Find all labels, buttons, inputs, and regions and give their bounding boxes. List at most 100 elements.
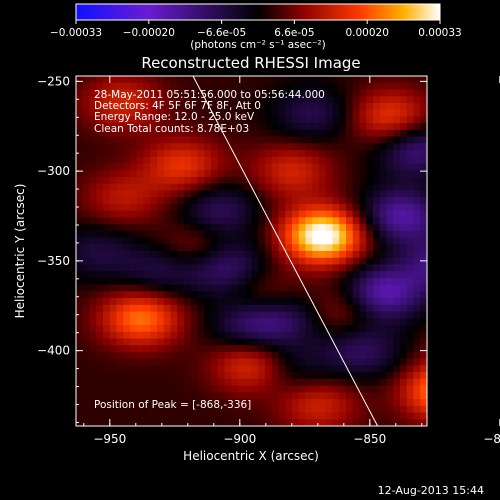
- heatmap-cell: [386, 298, 394, 306]
- heatmap-cell: [265, 136, 273, 144]
- heatmap-cell: [76, 156, 84, 165]
- heatmap-cell: [170, 190, 178, 198]
- heatmap-cell: [231, 304, 239, 313]
- heatmap-cell: [136, 351, 145, 360]
- heatmap-cell: [298, 325, 307, 333]
- heatmap-cell: [413, 217, 421, 225]
- heatmap-cell: [89, 251, 97, 259]
- heatmap-cell: [346, 325, 354, 333]
- heatmap-cell: [163, 203, 172, 212]
- heatmap-cell: [143, 210, 151, 218]
- heatmap-cell: [82, 412, 91, 420]
- heatmap-cell: [76, 351, 84, 360]
- heatmap-cell: [271, 257, 280, 266]
- heatmap-cell: [217, 251, 226, 259]
- heatmap-cell: [190, 378, 199, 387]
- heatmap-cell: [352, 190, 361, 198]
- heatmap-cell: [359, 224, 367, 232]
- heatmap-cell: [76, 405, 84, 414]
- heatmap-cell: [379, 372, 388, 380]
- heatmap-cell: [413, 385, 421, 393]
- heatmap-cell: [184, 116, 192, 124]
- heatmap-cell: [150, 291, 158, 299]
- heatmap-cell: [251, 116, 259, 124]
- heatmap-cell: [319, 251, 327, 259]
- heatmap-cell: [420, 251, 427, 259]
- heatmap-cell: [413, 378, 421, 387]
- heatmap-cell: [238, 284, 246, 292]
- heatmap-cell: [157, 264, 165, 272]
- heatmap-cell: [393, 224, 401, 232]
- heatmap-cell: [251, 405, 259, 414]
- heatmap-cell: [346, 230, 354, 239]
- heatmap-cell: [123, 76, 131, 84]
- heatmap-cell: [76, 82, 84, 91]
- heatmap-cell: [224, 136, 232, 144]
- heatmap-cell: [251, 412, 259, 420]
- heatmap-cell: [325, 82, 334, 91]
- heatmap-cell: [244, 271, 253, 279]
- heatmap-cell: [231, 150, 239, 158]
- heatmap-cell: [305, 378, 313, 387]
- heatmap-cell: [332, 251, 340, 259]
- heatmap-cell: [82, 244, 91, 252]
- heatmap-cell: [346, 358, 354, 367]
- heatmap-cell: [190, 102, 199, 111]
- heatmap-cell: [157, 304, 165, 313]
- heatmap-cell: [393, 284, 401, 292]
- heatmap-cell: [393, 76, 401, 84]
- heatmap-cell: [211, 224, 219, 232]
- heatmap-cell: [177, 291, 185, 299]
- heatmap-cell: [292, 277, 300, 286]
- heatmap-cell: [292, 304, 300, 313]
- heatmap-cell: [346, 102, 354, 111]
- heatmap-cell: [312, 244, 320, 252]
- heatmap-cell: [109, 345, 118, 353]
- heatmap-cell: [251, 358, 259, 367]
- heatmap-cell: [346, 298, 354, 306]
- annotation-time-range: 28-May-2011 05:51:56.000 to 05:56:44.000: [94, 89, 325, 101]
- heatmap-cell: [366, 129, 374, 138]
- heatmap-cell: [406, 291, 415, 299]
- heatmap-cell: [96, 123, 104, 131]
- heatmap-cell: [177, 82, 185, 91]
- heatmap-cell: [130, 405, 138, 414]
- heatmap-cell: [184, 129, 192, 138]
- heatmap-cell: [170, 170, 178, 178]
- heatmap-cell: [123, 102, 131, 111]
- heatmap-cell: [420, 109, 427, 117]
- heatmap-cell: [352, 358, 361, 367]
- heatmap-cell: [413, 190, 421, 198]
- heatmap-cell: [352, 331, 361, 340]
- heatmap-cell: [211, 143, 219, 151]
- heatmap-cell: [157, 351, 165, 360]
- heatmap-cell: [420, 150, 427, 158]
- heatmap-cell: [265, 224, 273, 232]
- annotation-detectors: Detectors: 4F 5F 6F 7F 8F, Att 0: [94, 100, 261, 112]
- heatmap-cell: [76, 224, 84, 232]
- heatmap-cell: [312, 284, 320, 292]
- heatmap-cell: [305, 176, 313, 185]
- heatmap-cell: [305, 76, 313, 84]
- heatmap-cell: [204, 156, 212, 165]
- heatmap-cell: [420, 197, 427, 205]
- heatmap-cell: [271, 284, 280, 292]
- heatmap-cell: [82, 163, 91, 171]
- heatmap-cell: [123, 176, 131, 185]
- heatmap-cell: [379, 331, 388, 340]
- heatmap-cell: [305, 224, 313, 232]
- heatmap-cell: [244, 163, 253, 171]
- heatmap-cell: [332, 82, 340, 91]
- heatmap-cell: [366, 271, 374, 279]
- heatmap-cell: [305, 385, 313, 393]
- heatmap-cell: [211, 123, 219, 131]
- heatmap-cell: [244, 419, 253, 426]
- heatmap-cell: [204, 163, 212, 171]
- heatmap-cell: [177, 170, 185, 178]
- heatmap-cell: [325, 163, 334, 171]
- heatmap-cell: [386, 251, 394, 259]
- heatmap-cell: [136, 419, 145, 426]
- heatmap-cell: [231, 109, 239, 117]
- heatmap-cell: [339, 419, 347, 426]
- heatmap-cell: [379, 197, 388, 205]
